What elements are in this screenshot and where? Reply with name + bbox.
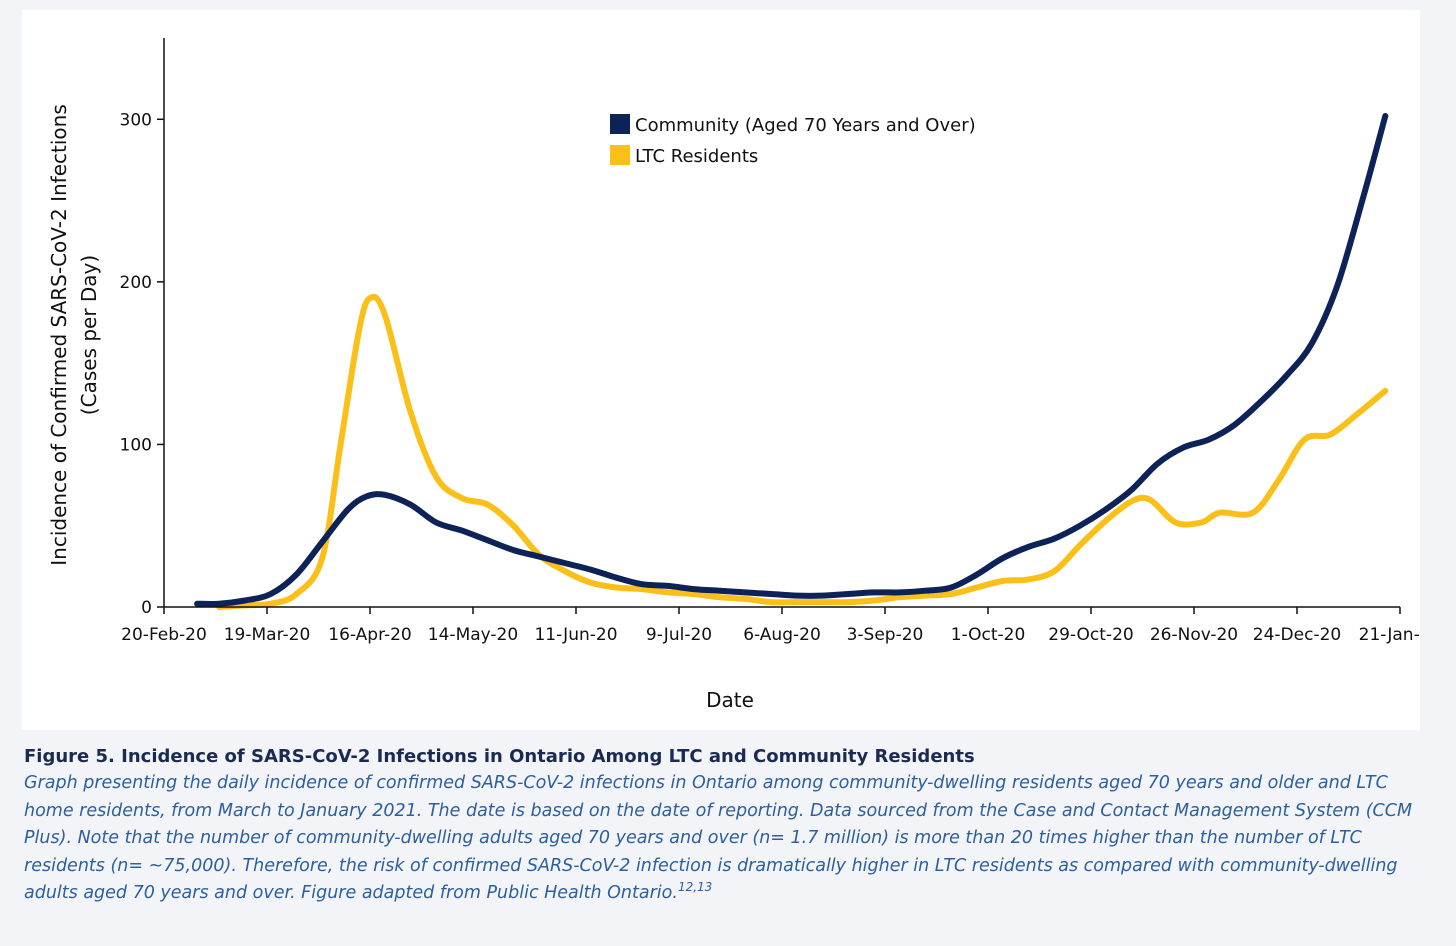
- legend-label-ltc: LTC Residents: [635, 146, 758, 167]
- legend: Community (Aged 70 Years and Over) LTC R…: [610, 114, 976, 167]
- x-tick-label: 14-May-20: [428, 625, 518, 645]
- y-axis-title-line1: Incidence of Confirmed SARS-CoV-2 Infect…: [47, 104, 71, 566]
- x-tick-label: 6-Aug-20: [743, 625, 821, 645]
- legend-entry-ltc: LTC Residents: [610, 145, 758, 167]
- y-axis-title: Incidence of Confirmed SARS-CoV-2 Infect…: [47, 104, 101, 566]
- caption-reference-superscript: 12,13: [677, 880, 713, 895]
- legend-swatch-community: [610, 114, 630, 134]
- y-axis-title-line2: (Cases per Day): [77, 255, 101, 415]
- x-tick-label: 3-Sep-20: [847, 625, 924, 645]
- chart-panel: 0 100 200 300 20-Feb-20 19-Mar-20 16-Apr-20 14…: [22, 10, 1420, 730]
- y-axis-ticks: 0 100 200 300: [120, 110, 164, 618]
- x-tick-label: 16-Apr-20: [328, 625, 411, 645]
- series-line-community: [194, 113, 1389, 607]
- legend-entry-community: Community (Aged 70 Years and Over): [610, 114, 976, 136]
- x-tick-label: 11-Jun-20: [534, 625, 617, 645]
- series-line-ltc: [216, 293, 1389, 610]
- caption-body-text: Graph presenting the daily incidence of …: [24, 773, 1413, 903]
- x-tick-label: 24-Dec-20: [1253, 625, 1341, 645]
- figure-caption-text: Graph presenting the daily incidence of …: [24, 770, 1434, 908]
- figure-title: Figure 5. Incidence of SARS-CoV-2 Infect…: [24, 746, 975, 767]
- y-tick-label: 0: [141, 598, 152, 618]
- x-tick-label: 20-Feb-20: [121, 625, 207, 645]
- x-tick-label: 21-Jan-21: [1359, 625, 1420, 645]
- x-tick-label: 19-Mar-20: [224, 625, 311, 645]
- x-axis-title: Date: [706, 688, 754, 712]
- x-tick-label: 29-Oct-20: [1048, 625, 1133, 645]
- x-tick-label: 9-Jul-20: [646, 625, 712, 645]
- line-chart: 0 100 200 300 20-Feb-20 19-Mar-20 16-Apr-20 14…: [47, 38, 1420, 712]
- legend-label-community: Community (Aged 70 Years and Over): [635, 115, 976, 136]
- y-tick-label: 100: [120, 435, 152, 455]
- x-tick-label: 1-Oct-20: [951, 625, 1026, 645]
- series-layer: [194, 113, 1389, 610]
- x-tick-label: 26-Nov-20: [1150, 625, 1238, 645]
- y-tick-label: 200: [120, 273, 152, 293]
- legend-swatch-ltc: [610, 145, 630, 165]
- y-tick-label: 300: [120, 110, 152, 130]
- x-axis-ticks: 20-Feb-20 19-Mar-20 16-Apr-20 14-May-20 11-J…: [121, 607, 1420, 645]
- figure-caption: Figure 5. Incidence of SARS-CoV-2 Infect…: [24, 746, 1434, 908]
